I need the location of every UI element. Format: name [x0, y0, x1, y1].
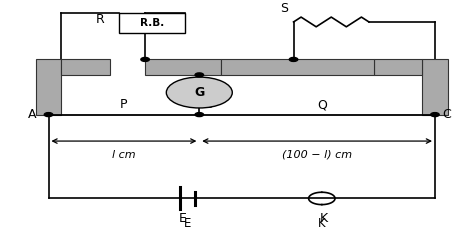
Circle shape	[141, 58, 149, 62]
Text: G: G	[194, 86, 204, 99]
Bar	[119, 13, 185, 33]
Bar	[36, 59, 62, 115]
Circle shape	[44, 113, 53, 116]
Bar	[220, 59, 374, 75]
Bar	[62, 59, 110, 75]
Bar	[422, 59, 448, 115]
Circle shape	[195, 73, 203, 77]
Circle shape	[289, 58, 298, 62]
Text: A: A	[28, 108, 36, 121]
Text: B: B	[204, 98, 213, 111]
Text: C: C	[442, 108, 451, 121]
Text: Q: Q	[317, 98, 327, 111]
Bar	[145, 59, 220, 75]
Text: (100 − l) cm: (100 − l) cm	[282, 150, 352, 160]
Text: E: E	[184, 217, 191, 230]
Text: R.B.: R.B.	[140, 18, 164, 28]
Text: P: P	[120, 98, 128, 111]
Text: E: E	[179, 212, 187, 225]
Text: S: S	[280, 2, 288, 15]
Text: K: K	[320, 212, 328, 225]
Circle shape	[195, 113, 203, 116]
Text: K: K	[318, 217, 326, 230]
Circle shape	[431, 113, 439, 116]
Bar	[374, 59, 422, 75]
Text: l cm: l cm	[112, 150, 136, 160]
Circle shape	[166, 77, 232, 108]
Text: R: R	[96, 13, 105, 26]
